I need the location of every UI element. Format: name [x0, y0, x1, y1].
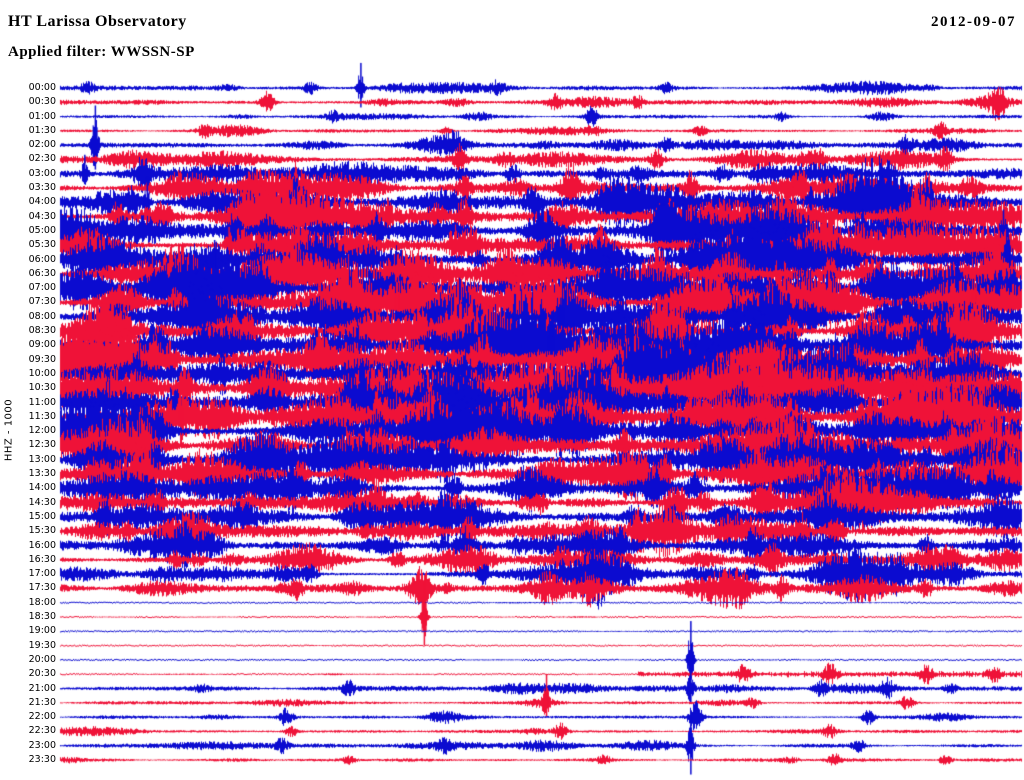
- time-label-20:00: 20:00: [28, 653, 56, 665]
- time-label-18:30: 18:30: [28, 611, 56, 623]
- time-label-05:30: 05:30: [28, 239, 56, 251]
- filter-label: Applied filter: WWSSN-SP: [8, 44, 195, 60]
- time-label-10:30: 10:30: [28, 382, 56, 394]
- time-label-06:00: 06:00: [28, 253, 56, 265]
- time-label-22:30: 22:30: [28, 725, 56, 737]
- time-label-09:00: 09:00: [28, 339, 56, 351]
- date-label: 2012-09-07: [931, 14, 1016, 30]
- time-label-column: 00:00 00:30 01:00 01:30 02:00 02:30 03:00 03:30…: [0, 0, 58, 780]
- time-label-00:00: 00:00: [28, 82, 56, 93]
- time-label-02:30: 02:30: [28, 153, 56, 165]
- time-label-08:00: 08:00: [28, 310, 56, 322]
- time-label-03:00: 03:00: [28, 167, 56, 179]
- time-label-14:00: 14:00: [28, 482, 56, 494]
- time-label-10:00: 10:00: [28, 367, 56, 379]
- time-label-04:00: 04:00: [28, 196, 56, 208]
- time-label-11:00: 11:00: [28, 396, 56, 408]
- time-label-21:00: 21:00: [28, 682, 56, 694]
- time-label-16:00: 16:00: [28, 539, 56, 551]
- time-label-22:00: 22:00: [28, 711, 56, 723]
- time-label-19:30: 19:30: [28, 639, 56, 651]
- time-label-18:00: 18:00: [28, 596, 56, 608]
- time-label-03:30: 03:30: [28, 182, 56, 194]
- time-label-09:30: 09:30: [28, 353, 56, 365]
- time-label-06:30: 06:30: [28, 267, 56, 279]
- time-label-07:30: 07:30: [28, 296, 56, 308]
- time-label-15:30: 15:30: [28, 525, 56, 537]
- time-label-02:00: 02:00: [28, 139, 56, 151]
- time-label-01:00: 01:00: [28, 110, 56, 122]
- time-label-00:30: 00:30: [28, 96, 56, 108]
- time-label-20:30: 20:30: [28, 668, 56, 680]
- time-label-17:00: 17:00: [28, 568, 56, 580]
- time-label-12:30: 12:30: [28, 439, 56, 451]
- time-label-04:30: 04:30: [28, 210, 56, 222]
- time-label-21:30: 21:30: [28, 696, 56, 708]
- time-label-13:30: 13:30: [28, 468, 56, 480]
- time-label-15:00: 15:00: [28, 510, 56, 522]
- time-label-19:00: 19:00: [28, 625, 56, 637]
- time-label-23:30: 23:30: [28, 754, 56, 765]
- station-title: HT Larissa Observatory: [8, 13, 187, 30]
- time-label-01:30: 01:30: [28, 124, 56, 136]
- time-label-05:00: 05:00: [28, 224, 56, 236]
- time-label-23:00: 23:00: [28, 739, 56, 751]
- time-label-14:30: 14:30: [28, 496, 56, 508]
- time-label-11:30: 11:30: [28, 410, 56, 422]
- time-label-17:30: 17:30: [28, 582, 56, 594]
- time-label-07:00: 07:00: [28, 282, 56, 294]
- time-label-16:30: 16:30: [28, 553, 56, 565]
- time-label-12:00: 12:00: [28, 425, 56, 437]
- time-label-08:30: 08:30: [28, 325, 56, 337]
- time-label-13:00: 13:00: [28, 453, 56, 465]
